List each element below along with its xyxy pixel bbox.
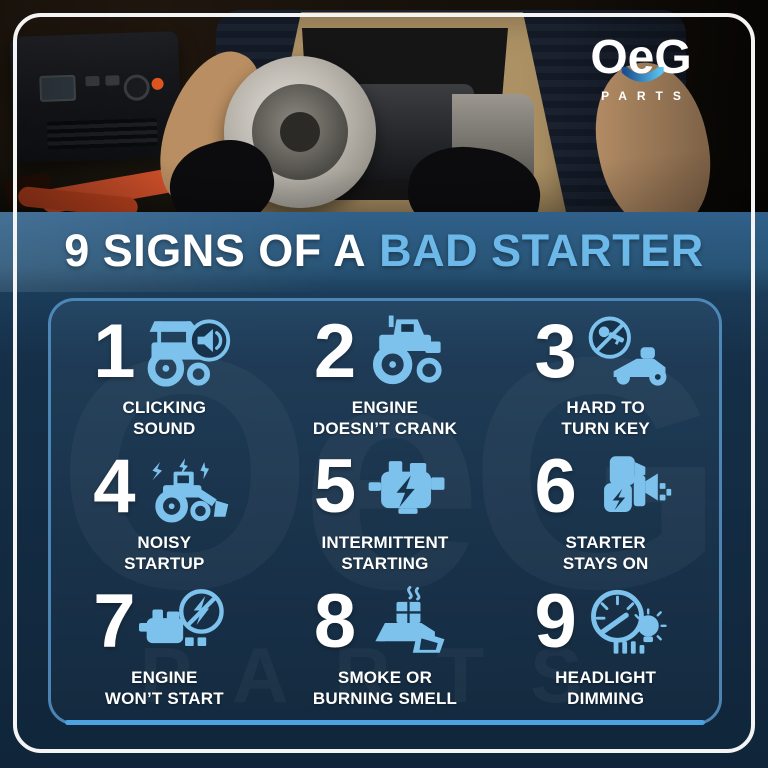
sign-label: HEADLIGHT DIMMING — [555, 668, 657, 708]
mower-key-icon — [581, 315, 677, 389]
gauge-dim-bulb-icon — [581, 585, 677, 659]
sign-number: 6 — [534, 444, 577, 530]
charger-screen — [39, 74, 77, 102]
sign-number: 9 — [534, 579, 577, 665]
charger-knob — [123, 74, 151, 102]
battery-charger — [9, 31, 183, 163]
sign-item-hard-to-turn-key: 3 — [495, 308, 716, 443]
logo-swoosh-icon — [620, 66, 665, 90]
sign-item-noisy-startup: 4 — [54, 443, 275, 578]
starter-motor-icon — [581, 450, 677, 524]
signs-grid: 1 — [48, 300, 722, 723]
title-accent-text: BAD STARTER — [379, 225, 704, 276]
sign-item-clicking-sound: 1 — [54, 308, 275, 443]
sign-label: ENGINE DOESN’T CRANK — [312, 398, 458, 438]
engine-no-start-icon — [139, 585, 235, 659]
charger-button — [85, 75, 100, 87]
sign-number: 5 — [313, 444, 356, 530]
brand-logo: OeG PARTS — [556, 31, 726, 104]
sign-label: STARTER STAYS ON — [562, 533, 649, 573]
page-title: 9 SIGNS OF A BAD STARTER — [0, 212, 768, 290]
hero-photo: OeG PARTS — [0, 0, 768, 212]
sign-label: NOISY STARTUP — [124, 533, 205, 573]
sign-number: 2 — [313, 309, 356, 395]
sign-item-intermittent-starting: 5 INTERMITTENT STA — [275, 443, 496, 578]
tractor-icon — [360, 315, 456, 389]
panel-bottom-accent — [65, 720, 705, 725]
sign-number: 8 — [313, 579, 356, 665]
brand-logo-text: OeG — [590, 31, 692, 84]
sign-number: 3 — [534, 309, 577, 395]
sign-item-engine-doesnt-crank: 2 ENGINE — [275, 308, 496, 443]
sign-item-smoke-or-burning-smell: 8 — [275, 578, 496, 713]
sign-number: 1 — [93, 309, 135, 395]
sign-label: ENGINE WON’T START — [104, 668, 224, 708]
sign-number: 7 — [93, 579, 135, 665]
sign-label: INTERMITTENT STARTING — [321, 533, 449, 573]
title-text: 9 SIGNS OF A — [64, 225, 367, 276]
sign-label: SMOKE OR BURNING SMELL — [312, 668, 458, 708]
tractor-speaker-icon — [139, 315, 235, 389]
charger-button — [105, 75, 120, 86]
charger-indicator — [151, 77, 164, 91]
sign-item-headlight-dimming: 9 — [495, 578, 716, 713]
sign-item-starter-stays-on: 6 — [495, 443, 716, 578]
sign-number: 4 — [93, 444, 135, 530]
watermark-subtext: PARTS — [140, 630, 629, 721]
brand-logo-subtext: PARTS — [601, 89, 691, 103]
skid-steer-smoke-icon — [360, 585, 456, 659]
sign-item-engine-wont-start: 7 — [54, 578, 275, 713]
charger-vents — [46, 117, 158, 150]
sign-label: HARD TO TURN KEY — [561, 398, 650, 438]
engine-bolt-icon — [360, 450, 456, 524]
tractor-loader-sparks-icon — [139, 450, 235, 524]
sign-label: CLICKING SOUND — [122, 398, 207, 438]
